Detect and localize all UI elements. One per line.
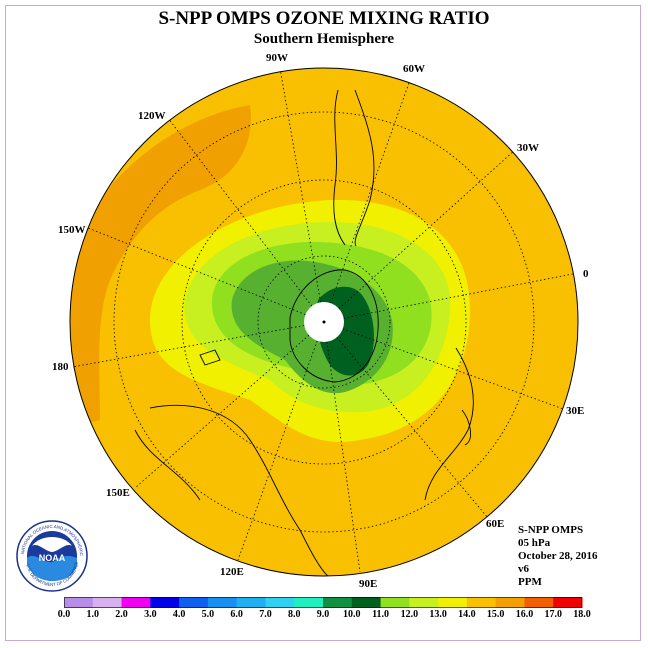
coastlines: [134, 89, 474, 576]
colorbar-tick-label: 8.0: [287, 609, 301, 620]
colorbar-tick-label: 12.0: [400, 609, 419, 620]
info-version: v6: [518, 563, 529, 575]
colorbar-swatch: [150, 597, 180, 608]
info-block: S-NPP OMPS 05 hPa October 28, 2016 v6 PP…: [518, 524, 598, 589]
colorbar-swatch: [294, 597, 324, 608]
colorbar-outline: [64, 597, 582, 608]
figure-frame: [5, 5, 641, 641]
colorbar-swatch: [409, 597, 439, 608]
colorbar-tick-label: 14.0: [458, 609, 476, 620]
lon-label-60w: 60W: [403, 63, 425, 75]
lon-label-60e: 60E: [486, 518, 505, 530]
colorbar-swatch: [265, 597, 295, 608]
colorbar-swatch: [121, 597, 151, 608]
colorbar: [64, 597, 583, 608]
colorbar-tick-label: 2.0: [115, 609, 128, 620]
lon-label-180: 180: [52, 361, 69, 373]
info-instrument: S-NPP OMPS: [518, 524, 584, 536]
info-date: October 28, 2016: [518, 550, 598, 562]
info-units: PPM: [518, 576, 542, 588]
colorbar-tick-label: 10.0: [343, 609, 361, 620]
colorbar-swatch: [323, 597, 353, 608]
lon-label-30w: 30W: [517, 142, 539, 154]
colorbar-swatch: [92, 597, 123, 608]
colorbar-tick-label: 3.0: [144, 609, 157, 620]
graticule: [71, 68, 578, 573]
colorbar-swatch: [495, 597, 525, 608]
noaa-logo: NOAA NATIONAL OCEANIC AND ATMOSPHERIC AD…: [16, 520, 88, 592]
colorbar-swatch: [466, 597, 497, 608]
colorbar-swatch: [524, 597, 554, 608]
map-subtitle: Southern Hemisphere: [253, 31, 395, 47]
colorbar-tick-label: 6.0: [230, 609, 243, 620]
colorbar-tick-label: 16.0: [515, 609, 534, 620]
colorbar-tick-label: 5.0: [201, 609, 215, 620]
colorbar-swatch: [380, 597, 410, 608]
info-pressure: 05 hPa: [518, 537, 551, 549]
colorbar-swatch: [553, 597, 583, 608]
colorbar-tick-label: 15.0: [486, 609, 505, 620]
colorbar-tick-label: 13.0: [429, 609, 447, 620]
colorbar-tick-label: 18.0: [573, 609, 591, 620]
colorbar-swatch: [64, 597, 94, 608]
colorbar-swatch: [179, 597, 209, 608]
lon-label-150e: 150E: [106, 487, 130, 499]
colorbar-tick-label: 11.0: [372, 609, 390, 620]
lon-label-0: 0: [583, 268, 589, 280]
colorbar-tick-label: 9.0: [316, 609, 330, 620]
lon-label-90w: 90W: [266, 52, 288, 64]
lon-label-120e: 120E: [220, 566, 244, 578]
colorbar-swatch: [438, 597, 468, 608]
orange-region: [70, 105, 251, 430]
lon-label-90e: 90E: [359, 578, 378, 590]
map-title: S-NPP OMPS OZONE MIXING RATIO: [158, 8, 490, 29]
lon-label-120w: 120W: [138, 110, 166, 122]
colorbar-swatch: [207, 597, 238, 608]
colorbar-swatch: [236, 597, 266, 608]
colorbar-tick-label: 7.0: [259, 609, 272, 620]
lon-label-30e: 30E: [566, 405, 585, 417]
colorbar-tick-label: 17.0: [544, 609, 562, 620]
colorbar-tick-label: 4.0: [172, 609, 186, 620]
colorbar-tick-label: 1.0: [86, 609, 100, 620]
map-border: [69, 67, 579, 577]
colorbar-swatch: [351, 597, 382, 608]
lon-label-150w: 150W: [58, 224, 86, 236]
colorbar-tick-label: 0.0: [57, 609, 71, 620]
logo-text: NOAA: [39, 553, 66, 563]
